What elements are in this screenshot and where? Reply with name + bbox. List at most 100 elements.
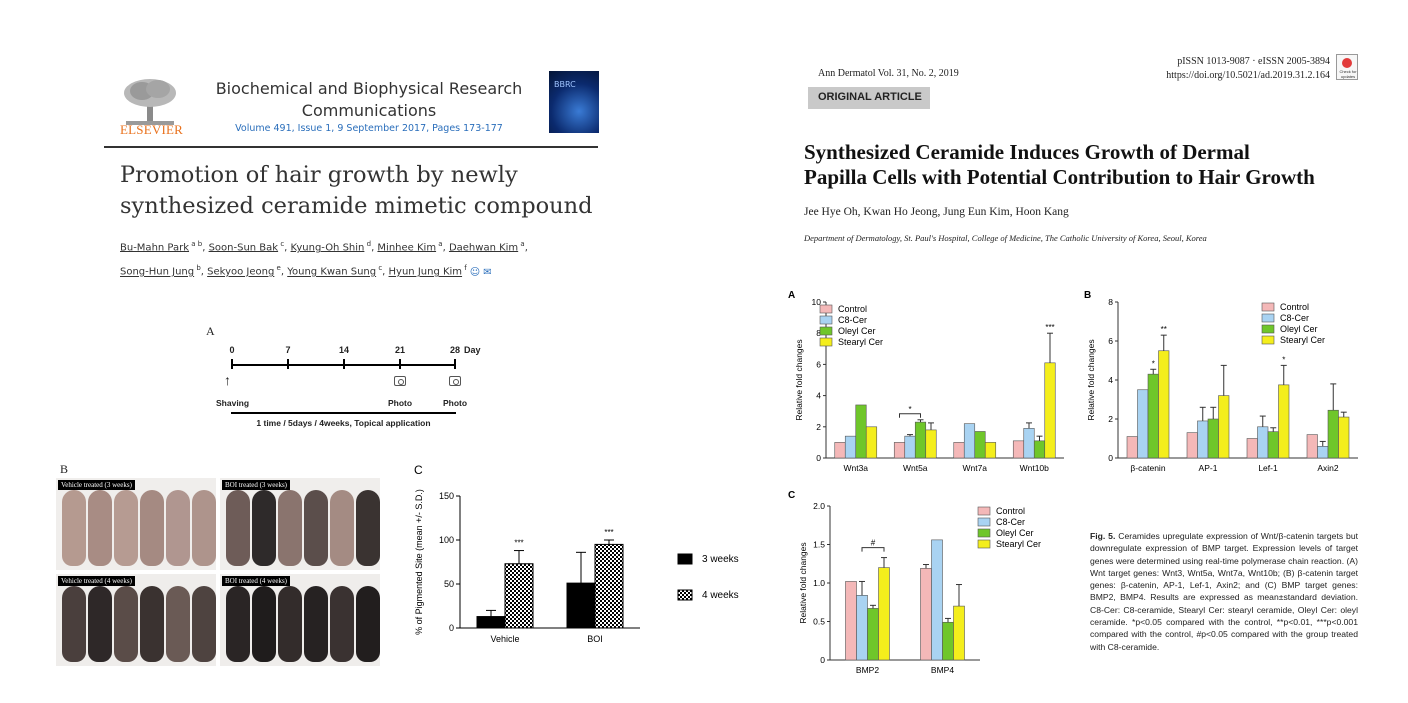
y-tick-label: 0 — [820, 655, 825, 665]
y-tick-label: 0 — [816, 453, 821, 463]
photo-caption: BOI treated (3 weeks) — [222, 480, 291, 490]
legend-swatch — [1261, 313, 1275, 323]
legend-label: Control — [1280, 302, 1309, 312]
person-icon[interactable]: ☺ — [469, 266, 481, 278]
bar — [1197, 420, 1209, 459]
y-tick-label: 50 — [444, 579, 454, 589]
author-affiliation-sup: c — [278, 240, 285, 248]
author-link[interactable]: Young Kwan Sung — [287, 266, 377, 278]
chart-right-b: B 0 2 4 6 8 Relative fold changes β-catenin AP-1… — [1084, 290, 1358, 473]
journal-header: ELSEVIER Biochemical and Biophysical Res… — [104, 60, 599, 148]
photo-vehicle-4w: Vehicle treated (4 weeks) — [56, 574, 216, 666]
legend-label: Control — [996, 506, 1025, 516]
article-type-badge: ORIGINAL ARTICLE — [808, 87, 930, 109]
author-affiliation-sup: d — [364, 240, 372, 248]
x-tick-label: BMP4 — [931, 665, 954, 675]
legend-label: Stearyl Cer — [996, 539, 1041, 549]
significance-mark: * — [908, 405, 911, 414]
x-tick-label: β-catenin — [1130, 463, 1165, 473]
check-for-updates-icon[interactable]: Check for updates — [1336, 54, 1358, 80]
legend-swatch — [1261, 324, 1275, 334]
photo-boi-3w: BOI treated (3 weeks) — [220, 478, 380, 570]
significance-mark: *** — [604, 528, 613, 537]
legend-swatch — [977, 506, 991, 516]
doi-link[interactable]: https://doi.org/10.5021/ad.2019.31.2.164 — [1166, 70, 1330, 81]
timeline-tick — [399, 359, 401, 369]
panel-a-letter: A — [206, 324, 215, 338]
bar — [914, 421, 927, 459]
x-tick-label: Wnt10b — [1020, 463, 1050, 473]
author-affiliation-sup: e — [274, 264, 281, 273]
legend-label: C8-Cer — [838, 315, 867, 325]
y-tick-label: 100 — [439, 535, 454, 545]
journal-line: Ann Dermatol Vol. 31, No. 2, 2019 — [818, 68, 959, 79]
affiliation: Department of Dermatology, St. Paul's Ho… — [804, 233, 1207, 243]
timeline-day-label: 7 — [285, 345, 291, 355]
camera-icon — [394, 376, 406, 386]
chart-right-a: A 0 2 4 6 8 10 Relative fold changes Wnt3a Wnt5a W… — [788, 290, 1064, 473]
photo-caption: Vehicle treated (4 weeks) — [58, 576, 135, 586]
y-tick-label: 0 — [1108, 453, 1113, 463]
bar — [476, 616, 506, 629]
bar — [1278, 384, 1290, 459]
envelope-icon[interactable]: ✉ — [483, 266, 492, 278]
journal-name[interactable]: Biochemical and Biophysical Research Com… — [215, 79, 523, 120]
author-link[interactable]: Soon-Sun Bak — [208, 242, 279, 254]
author-list: Jee Hye Oh, Kwan Ho Jeong, Jung Eun Kim,… — [804, 206, 1069, 218]
bar — [845, 581, 857, 661]
y-tick-label: 6 — [816, 359, 821, 369]
bar — [566, 582, 596, 629]
significance-mark: *** — [514, 539, 523, 548]
author-link[interactable]: Kyung-Oh Shin — [290, 242, 365, 254]
bar — [904, 435, 916, 459]
author-link[interactable]: Daehwan Kim — [448, 242, 519, 254]
photo-vehicle-3w: Vehicle treated (3 weeks) — [56, 478, 216, 570]
y-tick-label: 8 — [816, 328, 821, 338]
significance-mark: # — [871, 539, 876, 548]
y-tick-label: 0 — [449, 623, 454, 633]
y-tick-label: 6 — [1108, 336, 1113, 346]
y-tick-label: 2 — [816, 422, 821, 432]
y-tick-label: 10 — [812, 297, 822, 307]
treatment-note: 1 time / 5days / 4weeks, Topical applica… — [256, 418, 431, 428]
legend-swatch — [977, 517, 991, 527]
y-tick-label: 1.0 — [813, 578, 825, 588]
y-tick-label: 4 — [1108, 375, 1113, 385]
volume-link[interactable]: Volume 491, Issue 1, 9 September 2017, P… — [235, 123, 503, 134]
legend-swatch — [819, 304, 833, 314]
author-link[interactable]: Sekyoo Jeong — [207, 266, 275, 278]
author-line-1: Bu-Mahn Park a b, Soon-Sun Bak c, Kyung-… — [120, 240, 528, 254]
bar — [867, 608, 879, 661]
bar — [1158, 350, 1170, 459]
legend-swatch — [1261, 302, 1275, 312]
author-affiliation-sup: a — [436, 240, 443, 248]
panel-letter: A — [788, 290, 795, 301]
author-link[interactable]: Minhee Kim — [377, 242, 437, 254]
article-title: Synthesized Ceramide Induces Growth of D… — [804, 140, 1364, 190]
legend-label: Stearyl Cer — [1280, 335, 1325, 345]
significance-mark: * — [1152, 359, 1155, 368]
x-tick-label: Axin2 — [1317, 463, 1339, 473]
photo-boi-4w: BOI treated (4 weeks) — [220, 574, 380, 666]
chart-left-c: C 0 50 100 150 % of Pigmented Site (mean +/- … — [414, 463, 739, 644]
y-tick-label: 0.5 — [813, 617, 825, 627]
legend-label: C8-Cer — [996, 517, 1025, 527]
legend-label: Control — [838, 304, 867, 314]
shaving-label: Shaving — [216, 398, 250, 408]
timeline-day-unit: Day — [464, 345, 481, 355]
author-link[interactable]: Bu-Mahn Park — [120, 242, 190, 254]
legend-swatch — [677, 589, 693, 601]
author-link[interactable]: Hyun Jung Kim — [388, 266, 463, 278]
x-tick-label: Wnt7a — [962, 463, 987, 473]
journal-cover-thumbnail[interactable]: BBRC — [549, 71, 599, 133]
title-line: Synthesized Ceramide Induces Growth of D… — [804, 140, 1250, 164]
publisher-name[interactable]: ELSEVIER — [120, 122, 183, 137]
bar — [1317, 446, 1329, 459]
figure-caption: Fig. 5. Ceramides upregulate expression … — [1090, 530, 1358, 653]
title-line: Papilla Cells with Potential Contributio… — [804, 165, 1315, 189]
timeline-day-label: 21 — [394, 345, 406, 355]
bar — [844, 435, 857, 459]
panel-letter: C — [788, 490, 795, 501]
author-link[interactable]: Song-Hun Jung — [120, 266, 195, 278]
caption-label: Fig. 5. — [1090, 531, 1116, 541]
